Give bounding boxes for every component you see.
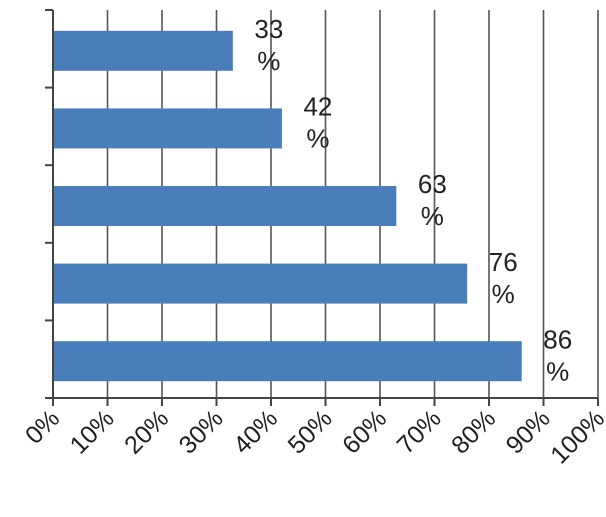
data-label-unit-2: %	[421, 201, 444, 231]
bar-3	[53, 263, 468, 304]
data-label-unit-1: %	[306, 124, 329, 154]
data-label-value-0: 33	[254, 14, 283, 44]
bar-2	[53, 186, 397, 226]
bar-0	[53, 30, 233, 71]
data-label-unit-4: %	[546, 356, 569, 386]
data-label-value-3: 76	[489, 247, 518, 277]
data-label-value-2: 63	[418, 169, 447, 199]
bar-4	[53, 341, 522, 382]
data-label-value-4: 86	[543, 324, 572, 354]
bar-1	[53, 108, 282, 149]
data-label-unit-3: %	[492, 279, 515, 309]
data-label-value-1: 42	[303, 92, 332, 122]
data-label-unit-0: %	[257, 46, 280, 76]
